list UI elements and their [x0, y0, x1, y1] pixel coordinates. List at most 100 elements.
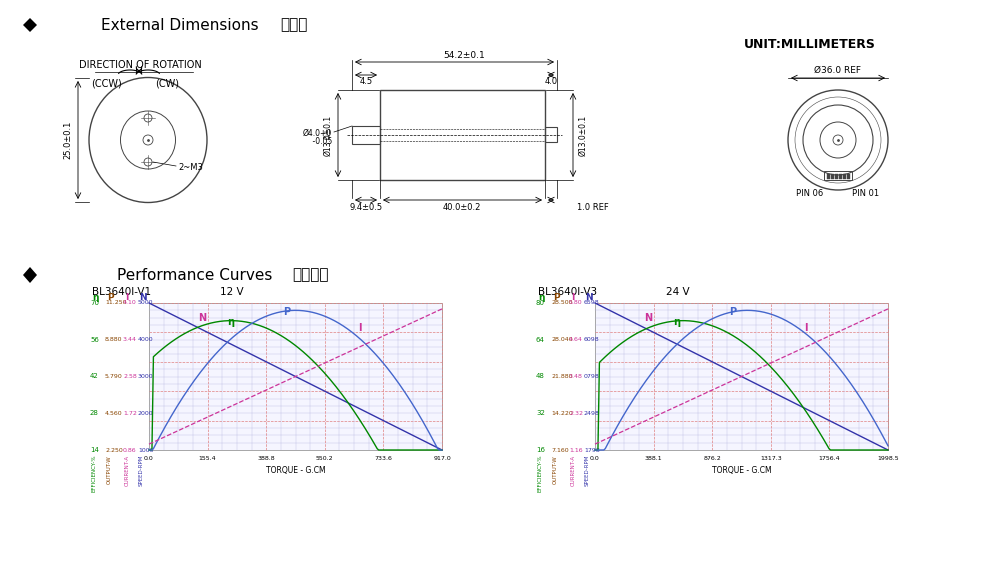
Text: CURRENT-A: CURRENT-A: [570, 455, 576, 486]
Text: 917.0: 917.0: [433, 455, 451, 461]
Bar: [149, 303, 442, 450]
Bar: [545, 127, 557, 142]
Text: 1756.4: 1756.4: [819, 455, 840, 461]
Bar: [824, 171, 852, 180]
Text: I: I: [125, 293, 128, 302]
Text: 21.880: 21.880: [551, 374, 572, 379]
Text: P: P: [107, 293, 114, 302]
Text: P: P: [729, 307, 736, 317]
Text: 11.250: 11.250: [105, 301, 126, 305]
Text: N: N: [198, 313, 206, 323]
Text: 70: 70: [90, 300, 99, 306]
Text: 4000: 4000: [138, 338, 154, 342]
Text: PIN 01: PIN 01: [852, 189, 880, 197]
Text: OUTPUT-W: OUTPUT-W: [552, 455, 558, 484]
Text: BL3640I-V1: BL3640I-V1: [92, 287, 151, 297]
Text: η: η: [538, 293, 544, 302]
Text: P: P: [283, 307, 290, 317]
Text: 9.4±0.5: 9.4±0.5: [349, 204, 383, 213]
Text: 5.790: 5.790: [105, 374, 123, 379]
Text: TORQUE - G.CM: TORQUE - G.CM: [266, 466, 325, 474]
Text: 42: 42: [90, 374, 99, 380]
Text: 54.2±0.1: 54.2±0.1: [443, 52, 485, 60]
Text: 388.1: 388.1: [645, 455, 662, 461]
Text: UNIT:MILLIMETERS: UNIT:MILLIMETERS: [744, 39, 876, 52]
Text: 25.0±0.1: 25.0±0.1: [64, 121, 72, 159]
Text: N: N: [585, 293, 593, 302]
Text: 24 V: 24 V: [666, 287, 690, 297]
Text: 4.64: 4.64: [569, 338, 583, 342]
Text: 1998.5: 1998.5: [877, 455, 899, 461]
Text: 2000: 2000: [138, 411, 154, 416]
Text: 4.5: 4.5: [359, 78, 373, 86]
Text: 2~M3: 2~M3: [178, 163, 203, 172]
Text: 733.6: 733.6: [374, 455, 392, 461]
Text: 1317.3: 1317.3: [760, 455, 782, 461]
Bar: [830, 174, 834, 179]
Text: 12 V: 12 V: [220, 287, 244, 297]
Text: N: N: [644, 313, 652, 323]
Text: TORQUE - G.CM: TORQUE - G.CM: [712, 466, 771, 474]
Text: 40.0±0.2: 40.0±0.2: [443, 204, 481, 213]
Text: Performance Curves: Performance Curves: [117, 267, 273, 282]
Text: EFFICIENCY-%: EFFICIENCY-%: [538, 455, 542, 493]
Text: η: η: [674, 317, 681, 327]
Text: 性能曲线: 性能曲线: [292, 267, 328, 282]
Text: 32: 32: [536, 410, 545, 416]
Text: 28: 28: [90, 410, 99, 416]
Text: 2498: 2498: [584, 411, 600, 416]
Bar: [838, 174, 842, 179]
Text: 28.040: 28.040: [551, 338, 573, 342]
Text: 1.0 REF: 1.0 REF: [577, 204, 609, 213]
Text: (CW): (CW): [155, 78, 179, 88]
Text: 14: 14: [90, 447, 99, 453]
Bar: [842, 174, 846, 179]
Text: (CCW): (CCW): [92, 78, 122, 88]
Text: P: P: [553, 293, 560, 302]
Text: 3.44: 3.44: [123, 338, 137, 342]
Text: 5000: 5000: [138, 301, 154, 305]
Text: SPEED-RPM: SPEED-RPM: [138, 455, 144, 486]
Text: 64: 64: [536, 337, 545, 343]
Text: 外形图: 外形图: [280, 17, 307, 33]
Text: 1000: 1000: [138, 447, 154, 453]
Bar: [352, 126, 380, 144]
Text: 4.0: 4.0: [544, 78, 558, 86]
Text: η: η: [228, 317, 235, 327]
Text: SPEED-RPM: SPEED-RPM: [584, 455, 590, 486]
Text: 80: 80: [536, 300, 545, 306]
Text: I: I: [804, 323, 808, 333]
Text: External Dimensions: External Dimensions: [101, 17, 259, 33]
Text: BL3640I-V3: BL3640I-V3: [538, 287, 597, 297]
Text: 1798: 1798: [584, 447, 600, 453]
Text: DIRECTION OF ROTATION: DIRECTION OF ROTATION: [79, 60, 201, 70]
Text: 4.10: 4.10: [123, 301, 137, 305]
Text: 388.8: 388.8: [257, 455, 275, 461]
Bar: [826, 174, 830, 179]
Text: 6598: 6598: [584, 301, 600, 305]
Text: 6098: 6098: [584, 338, 600, 342]
Bar: [380, 90, 545, 180]
Text: OUTPUT-W: OUTPUT-W: [106, 455, 112, 484]
Text: I: I: [358, 323, 362, 333]
Text: Ø13.0±0.1: Ø13.0±0.1: [324, 114, 332, 156]
Text: CURRENT-A: CURRENT-A: [124, 455, 130, 486]
Bar: [834, 174, 838, 179]
Text: EFFICIENCY-%: EFFICIENCY-%: [92, 455, 96, 493]
Text: 155.4: 155.4: [199, 455, 216, 461]
Text: 56: 56: [90, 337, 99, 343]
Bar: [595, 303, 888, 450]
Text: 876.2: 876.2: [703, 455, 721, 461]
Text: 0798: 0798: [584, 374, 600, 379]
Text: 1.72: 1.72: [123, 411, 137, 416]
Text: 0.86: 0.86: [123, 447, 137, 453]
Text: 2.58: 2.58: [123, 374, 137, 379]
Text: Ø4.0+0: Ø4.0+0: [303, 128, 332, 137]
Text: 2.32: 2.32: [569, 411, 583, 416]
Bar: [846, 174, 850, 179]
Text: 2.250: 2.250: [105, 447, 123, 453]
Text: 7.160: 7.160: [551, 447, 569, 453]
Text: 4.560: 4.560: [105, 411, 123, 416]
Text: PIN 06: PIN 06: [796, 189, 824, 197]
Text: 28.500: 28.500: [551, 301, 572, 305]
